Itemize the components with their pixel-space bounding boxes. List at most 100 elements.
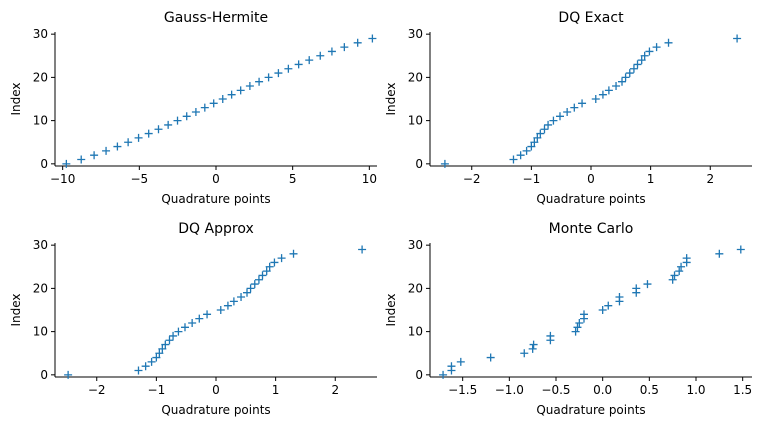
y-tick-label: 30: [33, 27, 48, 41]
data-point: [682, 254, 691, 263]
data-point: [147, 357, 156, 366]
data-point: [677, 262, 686, 271]
subplot-1: −10 −5 0 5 10 0 10 20 30 Gauss-Hermite Quadrature …: [9, 10, 377, 206]
data-point: [625, 69, 634, 78]
data-point: [294, 60, 303, 69]
data-point: [353, 38, 362, 47]
data-point: [203, 310, 212, 319]
data-point: [536, 129, 545, 138]
data-point: [144, 129, 153, 138]
data-point: [529, 340, 538, 349]
data-point: [237, 293, 246, 302]
data-point: [570, 103, 579, 112]
chart-title: DQ Approx: [178, 221, 253, 237]
data-point: [165, 336, 174, 345]
x-tick-label: 0.5: [640, 383, 659, 397]
chart-title: DQ Exact: [558, 10, 624, 26]
y-tick-label: 20: [33, 70, 48, 84]
x-axis-label: Quadrature points: [161, 192, 270, 206]
y-tick-label: 20: [33, 281, 48, 295]
data-point: [530, 138, 539, 147]
data-point: [90, 151, 99, 160]
data-point: [277, 254, 286, 263]
data-point: [533, 133, 542, 142]
y-tick-label: 0: [40, 368, 48, 382]
data-point: [555, 112, 564, 121]
y-tick-label: 0: [415, 368, 423, 382]
data-point: [549, 116, 558, 125]
data-point: [675, 267, 684, 276]
data-point: [571, 327, 580, 336]
data-point: [243, 288, 252, 297]
y-tick-label: 30: [33, 238, 48, 252]
y-tick-label: 10: [408, 325, 423, 339]
data-point: [113, 142, 122, 151]
data-point: [124, 138, 133, 147]
data-point: [440, 159, 449, 168]
x-axis-label: Quadrature points: [161, 403, 270, 417]
data-point: [270, 258, 279, 267]
data-point: [575, 318, 584, 327]
data-point: [578, 99, 587, 108]
data-point: [169, 331, 178, 340]
data-point: [316, 51, 325, 60]
x-tick-label: 0: [212, 172, 220, 186]
data-point: [209, 99, 218, 108]
data-point: [546, 331, 555, 340]
y-tick-label: 0: [40, 157, 48, 171]
data-point: [509, 155, 518, 164]
data-point: [516, 151, 525, 160]
data-point: [102, 146, 111, 155]
y-tick-label: 20: [408, 70, 423, 84]
data-point: [736, 245, 745, 254]
x-tick-label: −1: [523, 172, 541, 186]
data-point: [604, 301, 613, 310]
data-point: [154, 125, 163, 134]
data-point: [200, 103, 209, 112]
y-tick-label: 10: [33, 114, 48, 128]
data-point: [64, 370, 73, 379]
data-point: [250, 280, 259, 289]
data-point: [528, 344, 537, 353]
data-point: [563, 107, 572, 116]
y-tick-label: 30: [408, 27, 423, 41]
data-point: [640, 51, 649, 60]
x-axis-label: Quadrature points: [536, 403, 645, 417]
y-tick-label: 20: [408, 281, 423, 295]
data-point: [155, 349, 164, 358]
data-point: [486, 353, 495, 362]
data-point: [289, 249, 298, 258]
chart-title: Gauss-Hermite: [164, 10, 268, 26]
x-tick-label: 1: [647, 172, 655, 186]
data-point: [246, 284, 255, 293]
data-point: [180, 323, 189, 332]
data-point: [152, 353, 161, 362]
x-tick-label: 0.0: [593, 383, 612, 397]
x-tick-label: 10: [362, 172, 377, 186]
data-point: [715, 249, 724, 258]
x-tick-label: 2: [331, 383, 339, 397]
data-point: [173, 116, 182, 125]
data-point: [229, 297, 238, 306]
data-point: [264, 73, 273, 82]
x-tick-label: −1.0: [495, 383, 524, 397]
data-point: [612, 82, 621, 91]
data-point: [527, 142, 536, 151]
data-point: [134, 366, 143, 375]
x-tick-label: 1: [272, 383, 280, 397]
data-point: [77, 155, 86, 164]
x-tick-label: −5: [130, 172, 148, 186]
data-point: [652, 43, 661, 52]
data-point: [340, 43, 349, 52]
data-point: [604, 86, 613, 95]
data-point: [274, 69, 283, 78]
data-point: [255, 77, 264, 86]
data-point: [262, 267, 271, 276]
data-point: [134, 133, 143, 142]
data-point: [245, 82, 254, 91]
data-point: [164, 120, 173, 129]
data-point: [358, 245, 367, 254]
data-point: [580, 310, 588, 319]
x-tick-label: 0: [212, 383, 220, 397]
